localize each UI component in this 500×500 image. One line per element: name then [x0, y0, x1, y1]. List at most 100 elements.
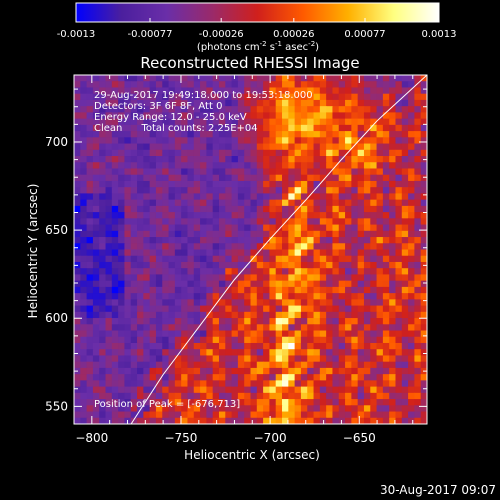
heatmap-pixel — [193, 180, 201, 188]
heatmap-pixel — [105, 156, 113, 163]
heatmap-pixel — [212, 131, 220, 138]
heatmap-pixel — [275, 230, 283, 238]
heatmap-pixel — [313, 374, 321, 381]
heatmap-pixel — [326, 349, 334, 357]
heatmap-pixel — [193, 118, 201, 126]
heatmap-pixel — [326, 355, 334, 363]
heatmap-pixel — [206, 106, 214, 113]
heatmap-pixel — [80, 399, 88, 406]
heatmap-pixel — [313, 330, 321, 338]
heatmap-pixel — [118, 93, 126, 101]
heatmap-pixel — [143, 106, 151, 113]
heatmap-pixel — [282, 255, 289, 263]
heatmap-pixel — [326, 274, 334, 282]
heatmap-pixel — [363, 168, 371, 176]
heatmap-pixel — [74, 417, 81, 424]
heatmap-pixel — [187, 87, 195, 95]
heatmap-pixel — [181, 349, 189, 357]
heatmap-pixel — [326, 399, 334, 406]
heatmap-pixel — [162, 342, 170, 350]
heatmap-pixel — [414, 205, 422, 213]
heatmap-pixel — [218, 143, 226, 151]
heatmap-pixel — [174, 87, 182, 95]
heatmap-pixel — [118, 174, 126, 182]
heatmap-pixel — [300, 187, 308, 195]
heatmap-pixel — [338, 87, 346, 95]
heatmap-pixel — [212, 249, 220, 257]
heatmap-pixel — [74, 137, 81, 145]
heatmap-pixel — [313, 386, 321, 394]
heatmap-pixel — [319, 205, 327, 213]
heatmap-pixel — [250, 112, 258, 120]
heatmap-pixel — [389, 318, 397, 325]
heatmap-pixel — [237, 342, 245, 350]
heatmap-pixel — [130, 355, 138, 363]
heatmap-pixel — [193, 143, 201, 151]
heatmap-pixel — [408, 118, 415, 126]
heatmap-pixel — [282, 342, 289, 350]
heatmap-pixel — [225, 168, 233, 176]
heatmap-pixel — [225, 224, 233, 232]
heatmap-pixel — [118, 187, 126, 195]
heatmap-pixel — [288, 243, 296, 251]
heatmap-pixel — [370, 106, 378, 113]
heatmap-pixel — [111, 318, 119, 325]
heatmap-pixel — [137, 268, 144, 276]
heatmap-pixel — [414, 367, 422, 375]
heatmap-pixel — [137, 99, 144, 107]
heatmap-pixel — [162, 230, 170, 238]
heatmap-pixel — [326, 99, 334, 107]
heatmap-pixel — [111, 293, 119, 300]
heatmap-pixel — [105, 237, 113, 244]
heatmap-pixel — [288, 187, 296, 195]
heatmap-pixel — [408, 137, 415, 145]
heatmap-pixel — [237, 293, 245, 300]
heatmap-pixel — [319, 380, 327, 388]
heatmap-pixel — [357, 118, 365, 126]
heatmap-pixel — [408, 237, 415, 244]
heatmap-pixel — [137, 318, 144, 325]
heatmap-pixel — [250, 249, 258, 257]
heatmap-pixel — [345, 156, 352, 163]
heatmap-pixel — [181, 280, 189, 288]
heatmap-pixel — [118, 218, 126, 226]
heatmap-pixel — [401, 212, 409, 219]
heatmap-pixel — [193, 212, 201, 219]
heatmap-pixel — [244, 99, 252, 107]
heatmap-pixel — [168, 261, 176, 269]
heatmap-pixel — [338, 224, 346, 232]
heatmap-pixel — [307, 286, 315, 294]
heatmap-pixel — [363, 87, 371, 95]
heatmap-pixel — [187, 355, 195, 363]
heatmap-pixel — [174, 392, 182, 400]
heatmap-pixel — [181, 305, 189, 313]
heatmap-pixel — [86, 87, 94, 95]
heatmap-pixel — [237, 187, 245, 195]
heatmap-pixel — [401, 392, 409, 400]
heatmap-pixel — [389, 417, 397, 424]
heatmap-pixel — [376, 143, 384, 151]
heatmap-pixel — [187, 174, 195, 182]
heatmap-pixel — [124, 274, 132, 282]
heatmap-pixel — [288, 149, 296, 157]
heatmap-pixel — [105, 374, 113, 381]
heatmap-pixel — [401, 180, 409, 188]
heatmap-pixel — [118, 162, 126, 170]
heatmap-pixel — [319, 106, 327, 113]
heatmap-pixel — [225, 255, 233, 263]
heatmap-pixel — [155, 143, 163, 151]
heatmap-pixel — [332, 106, 340, 113]
heatmap-pixel — [345, 75, 352, 82]
heatmap-pixel — [332, 205, 340, 213]
heatmap-pixel — [155, 243, 163, 251]
heatmap-pixel — [200, 280, 207, 288]
heatmap-pixel — [212, 286, 220, 294]
heatmap-pixel — [307, 392, 315, 400]
heatmap-pixel — [212, 405, 220, 413]
heatmap-pixel — [237, 386, 245, 394]
heatmap-pixel — [363, 131, 371, 138]
heatmap-pixel — [168, 386, 176, 394]
heatmap-pixel — [86, 93, 94, 101]
heatmap-pixel — [92, 405, 100, 413]
heatmap-pixel — [313, 261, 321, 269]
